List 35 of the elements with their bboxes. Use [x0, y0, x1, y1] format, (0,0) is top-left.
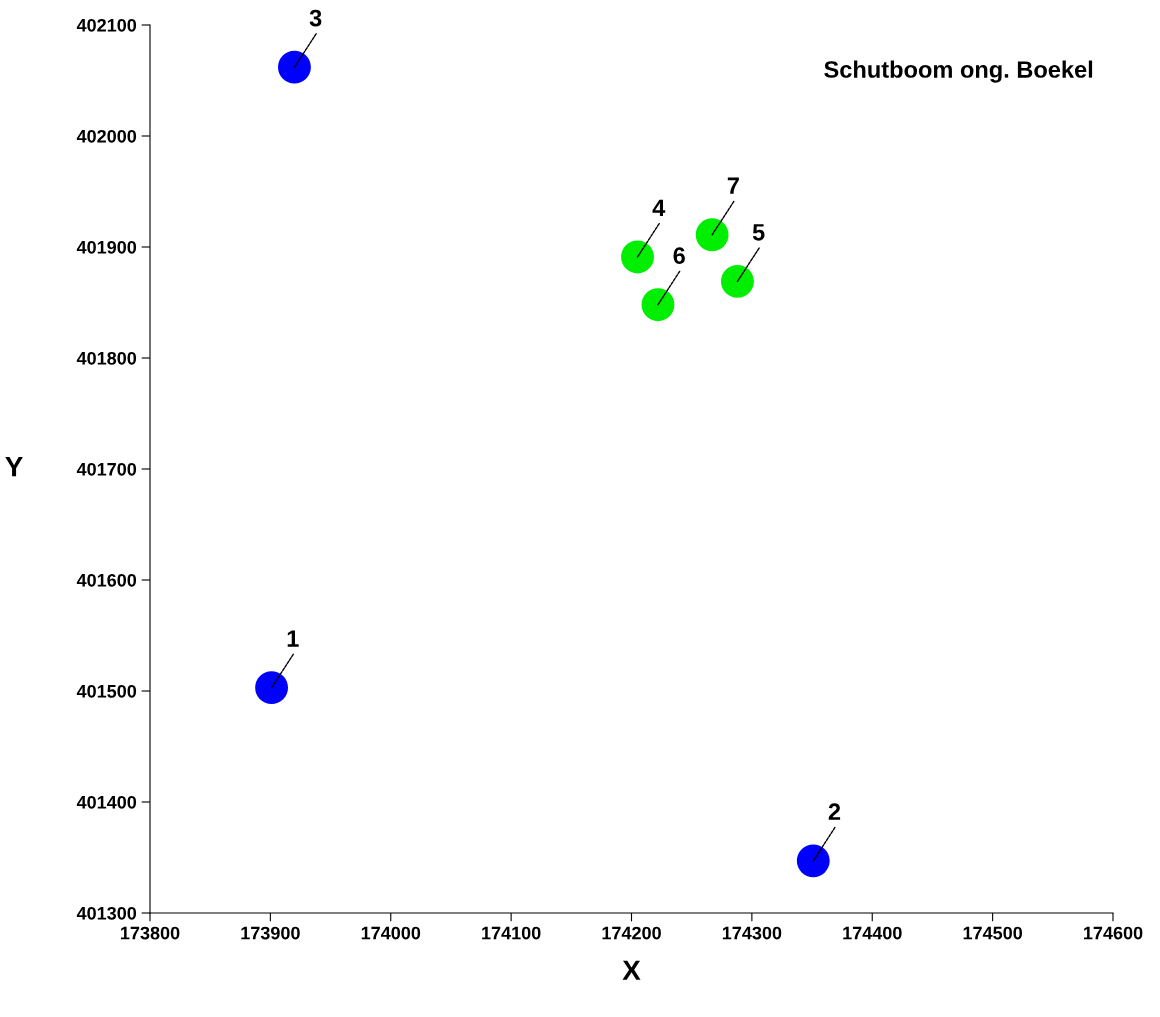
- y-tick-label: 401900: [76, 240, 137, 254]
- y-tick-label: 401800: [76, 351, 137, 365]
- x-tick-label: 174200: [602, 926, 661, 940]
- y-tick-label: 402000: [76, 129, 137, 143]
- point: [641, 288, 675, 322]
- x-tick-label: 173900: [241, 926, 300, 940]
- annotation: 7: [727, 177, 739, 194]
- annotation: 3: [309, 9, 322, 27]
- annotation: 4: [652, 199, 666, 216]
- y-tick-label: 401300: [76, 906, 137, 920]
- y-tick-label: 401600: [76, 573, 137, 587]
- point: [255, 671, 289, 705]
- x-tick-label: 174100: [482, 926, 541, 940]
- y-tick-label: 401700: [76, 462, 137, 476]
- annotation: 5: [752, 224, 765, 241]
- y-tick-label: 402100: [76, 18, 137, 32]
- text: Schutboom ong. Boekel: [824, 60, 1093, 83]
- annotation: 6: [673, 247, 685, 264]
- x-tick-label: 174400: [843, 926, 902, 940]
- x-tick-label: 174600: [1084, 926, 1143, 940]
- x-tick-label: 174300: [722, 926, 782, 940]
- annotation: 1: [287, 630, 299, 647]
- point: [621, 240, 654, 274]
- point: [695, 218, 729, 252]
- annotation: 2: [828, 803, 841, 820]
- y-tick-label: 401500: [76, 684, 137, 698]
- x-tick-label: 174500: [963, 926, 1023, 940]
- y-tick-label: 401400: [76, 795, 137, 809]
- x-tick-label: 173800: [121, 926, 180, 940]
- point: [796, 844, 830, 878]
- point: [721, 264, 754, 298]
- point: [278, 50, 311, 84]
- x-tick-label: 174000: [361, 926, 421, 940]
- x-axis-title: X: [622, 960, 641, 980]
- y-axis-title: Y: [5, 457, 23, 477]
